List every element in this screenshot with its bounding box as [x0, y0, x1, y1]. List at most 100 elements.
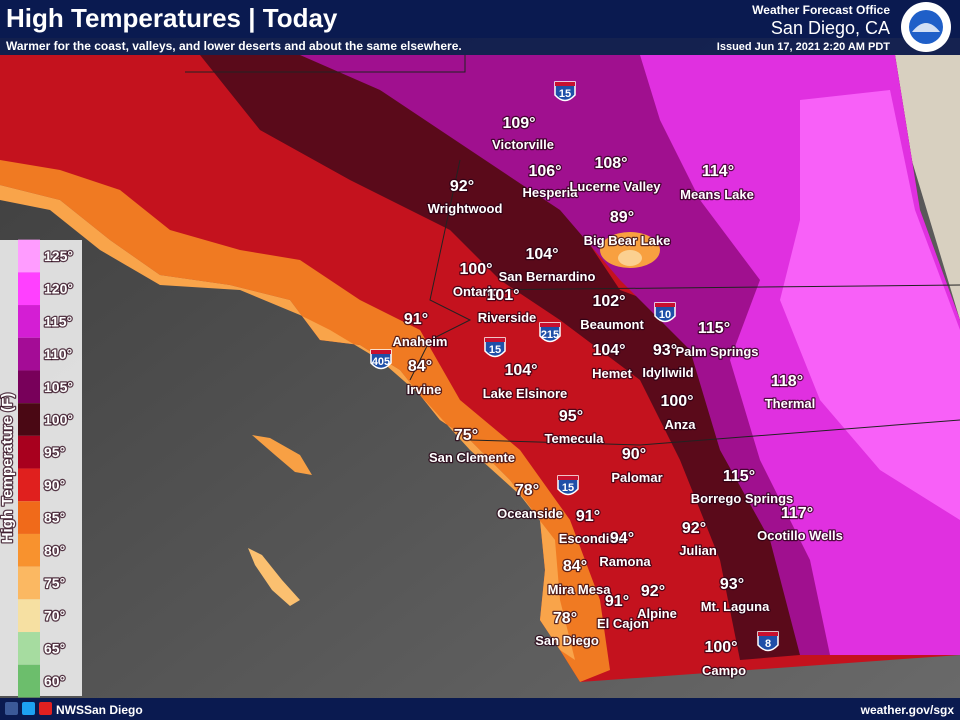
- city-temperature: 100°: [459, 261, 492, 278]
- legend-swatch: [18, 239, 40, 273]
- interstate-shield-top: [540, 323, 560, 327]
- city-temperature: 114°: [702, 163, 734, 180]
- legend-swatch: [18, 632, 40, 665]
- interstate-shield-top: [555, 82, 575, 86]
- county-line: [469, 419, 960, 446]
- header-bar: [0, 0, 960, 38]
- legend-swatch: [18, 337, 40, 371]
- city-temperature: 93°: [720, 576, 744, 593]
- city-name: San Bernardino: [499, 269, 596, 284]
- city-name: Palm Springs: [675, 344, 758, 359]
- interstate-number: 8: [765, 638, 771, 650]
- legend-label: 100°: [44, 412, 73, 428]
- youtube-icon[interactable]: [39, 702, 52, 715]
- city-temperature: 94°: [610, 530, 634, 547]
- city-name: Mt. Laguna: [701, 599, 770, 614]
- mountain-zone: [618, 250, 642, 266]
- social-handle: NWSSan Diego: [56, 703, 143, 717]
- interstate-number: 215: [541, 329, 559, 341]
- city-name: Riverside: [478, 310, 537, 325]
- city-temperature: 78°: [515, 482, 539, 499]
- city-temperature: 104°: [592, 342, 625, 359]
- city-name: Ocotillo Wells: [757, 528, 843, 543]
- island: [252, 435, 312, 475]
- city-temperature: 91°: [404, 311, 428, 328]
- city-name: Ontario: [453, 284, 499, 299]
- city-temperature: 115°: [698, 320, 730, 337]
- city-name: Lake Elsinore: [483, 386, 568, 401]
- legend-label: 60°: [44, 673, 65, 689]
- city-name: Idyllwild: [642, 365, 693, 380]
- legend-label: 105°: [44, 379, 73, 395]
- city-name: Palomar: [611, 470, 662, 485]
- interstate-number: 15: [489, 344, 501, 356]
- city-name: Thermal: [765, 396, 816, 411]
- city-name: San Diego: [535, 633, 599, 648]
- facebook-icon[interactable]: [5, 702, 18, 715]
- legend-label: 125°: [44, 248, 73, 264]
- interstate-number: 10: [659, 309, 671, 321]
- issued: Issued Jun 17, 2021 2:20 AM PDT: [717, 41, 890, 53]
- location: San Diego, CA: [771, 18, 890, 38]
- city-name: Hemet: [592, 366, 632, 381]
- city-name: Ramona: [599, 554, 651, 569]
- legend-swatch: [18, 468, 40, 502]
- city-temperature: 109°: [502, 115, 535, 132]
- city-temperature: 115°: [723, 468, 755, 485]
- city-name: San Clemente: [429, 450, 515, 465]
- interstate-shield: [554, 81, 576, 102]
- city-name: Borrego Springs: [691, 491, 794, 506]
- legend-swatch: [18, 533, 40, 567]
- city-name: Victorville: [492, 137, 554, 152]
- city-name: Escondido: [559, 531, 626, 546]
- interstate-number: 405: [372, 356, 390, 368]
- interstate-number: 15: [559, 88, 571, 100]
- county-line: [409, 159, 472, 381]
- interstate-shield-top: [485, 338, 505, 342]
- island: [248, 548, 300, 606]
- city-temperature: 104°: [525, 246, 558, 263]
- legend-swatch: [18, 370, 40, 404]
- city-temperature: 104°: [504, 362, 537, 379]
- city-temperature: 75°: [454, 427, 478, 444]
- footer-bar: [0, 698, 960, 720]
- interstate-shield: [484, 337, 506, 358]
- legend-title: High Temperature (F): [0, 393, 16, 544]
- twitter-icon[interactable]: [22, 702, 35, 715]
- legend-swatch: [18, 664, 40, 698]
- legend-panel: [0, 240, 82, 696]
- interstate-shield: [557, 475, 579, 496]
- city-temperature: 95°: [559, 408, 583, 425]
- city-temperature: 91°: [605, 593, 629, 610]
- legend-label: 110°: [44, 346, 72, 362]
- city-name: Temecula: [544, 431, 604, 446]
- interstate-shield: [654, 302, 676, 323]
- interstate-shield: [539, 322, 561, 343]
- legend: 125° 120° 115° 110° 105° 100° 95° 90° 85° 80° 75° 7…: [18, 239, 74, 698]
- interstate-shield-top: [558, 476, 578, 480]
- legend-swatch: [18, 566, 40, 600]
- subtitle-bar: [0, 38, 960, 55]
- interstate-shield-top: [758, 632, 778, 636]
- city-name: Hesperia: [523, 185, 579, 200]
- website[interactable]: weather.gov/sgx: [860, 703, 955, 717]
- legend-label: 80°: [44, 542, 65, 558]
- city-name: Means Lake: [680, 187, 754, 202]
- city-name: Anza: [664, 417, 696, 432]
- legend-swatch: [18, 305, 40, 338]
- county-line: [469, 284, 960, 291]
- city-name: Wrightwood: [428, 201, 503, 216]
- legend-swatch: [18, 435, 40, 469]
- city-temperature: 92°: [641, 583, 665, 600]
- legend-swatch: [18, 599, 40, 633]
- city-temperature: 90°: [622, 446, 646, 463]
- legend-swatch: [18, 272, 40, 306]
- interstate-shield: [370, 349, 392, 370]
- city-name: Big Bear Lake: [584, 233, 671, 248]
- city-temperature: 100°: [660, 393, 693, 410]
- county-line: [185, 55, 466, 73]
- interstate-shield-top: [371, 350, 391, 354]
- legend-label: 120°: [44, 281, 73, 297]
- city-temperature: 78°: [553, 610, 577, 627]
- city-name: Oceanside: [497, 506, 563, 521]
